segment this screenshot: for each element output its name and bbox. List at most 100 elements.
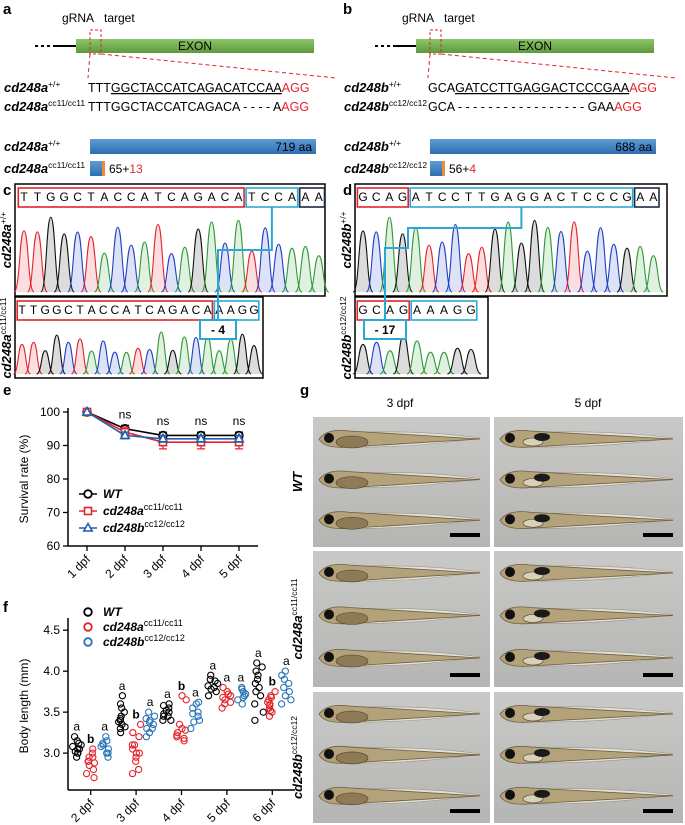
data-point [258, 663, 266, 671]
base-letter: G [358, 190, 367, 204]
data-point [207, 671, 215, 679]
base-letter: C [372, 190, 381, 204]
data-point [75, 745, 84, 753]
base-letter: G [453, 303, 462, 317]
base-letter: A [141, 190, 149, 204]
swim-bladder [534, 652, 550, 660]
base-letter: A [180, 303, 188, 317]
data-point [142, 715, 150, 723]
deletion-label: - 17 [375, 323, 396, 337]
significance-letter: a [192, 685, 199, 699]
base-letter: G [249, 303, 258, 317]
base-letter: A [157, 303, 165, 317]
data-point [136, 720, 145, 729]
base-letter: A [426, 303, 434, 317]
legend-marker [83, 489, 93, 499]
sequence-pam: AGG [614, 100, 642, 114]
trace-peak [392, 233, 414, 293]
y-tick-label: 3.5 [43, 705, 60, 719]
protein-extra: 4 [469, 162, 476, 176]
data-point [253, 659, 261, 667]
significance-letter: a [283, 654, 290, 668]
larva-eye [324, 433, 334, 443]
larva [499, 745, 674, 764]
sequence-target: GGCTACCATCAGACATCCAA [111, 81, 283, 95]
data-point [134, 765, 143, 774]
gene-superscript: +/+ [0, 212, 8, 224]
sequence: TTTGGCTACCATCAGACA - - - - AAGG [88, 100, 309, 114]
gene-superscript: +/+ [338, 211, 348, 223]
legend-label: WT [103, 487, 123, 501]
significance-letter: b [178, 679, 185, 693]
sequence-prefix: TTTGGCTACCATCAGACA - - - - A [88, 100, 282, 114]
data-point [117, 728, 125, 737]
larva [499, 648, 674, 667]
trace-peak [107, 226, 129, 293]
data-point [164, 712, 172, 720]
base-letter: C [274, 190, 283, 204]
exon [416, 39, 654, 53]
base-letter: G [194, 190, 203, 204]
legend-label: cd248acc11/cc11 [103, 502, 183, 518]
data-point [207, 685, 215, 693]
gene-label: cd248bcc12/cc12 [344, 98, 427, 114]
frameshift [102, 161, 105, 176]
significance-letter: b [269, 675, 276, 689]
trace-peak [70, 338, 90, 375]
sequence-prefix: GCA - - - - - - - - - - - - - - - - - GA… [428, 100, 615, 114]
legend-name: cd248a [103, 504, 144, 518]
x-tick-label: 3 dpf [113, 796, 142, 825]
gene-superscript: +/+ [48, 138, 60, 148]
data-point [266, 701, 274, 710]
larva-yolk [335, 654, 369, 668]
protein-kept: 56+ [449, 162, 469, 176]
larva-eye [505, 652, 515, 662]
base-letter: A [301, 190, 309, 204]
trace-peak [603, 243, 625, 293]
larva-eye [324, 748, 334, 759]
data-point [132, 753, 140, 761]
sequence-pam: AGG [282, 81, 310, 95]
larva-eye [505, 609, 515, 620]
column-header: 5 dpf [575, 396, 602, 410]
data-point [99, 739, 107, 747]
base-letter: A [413, 303, 421, 317]
data-point [128, 745, 137, 753]
protein-length: 688 aa [615, 140, 652, 154]
swim-bladder [534, 433, 550, 441]
trace-peak [160, 253, 182, 293]
segment-box [16, 300, 214, 321]
data-point [128, 741, 137, 749]
base-letter: C [438, 190, 447, 204]
data-point [224, 690, 232, 698]
x-tick-label: 5 dpf [216, 552, 245, 581]
larva-eye [324, 652, 334, 662]
base-letter: G [530, 190, 539, 204]
data-point [132, 757, 140, 765]
target-label: target [104, 11, 135, 25]
y-tick-label: 3.0 [43, 746, 60, 760]
significance-letter: a [255, 646, 262, 660]
gene-label: WT [290, 471, 305, 492]
trace-peak [563, 221, 585, 293]
data-point [121, 723, 129, 731]
trace-peak [47, 334, 67, 375]
larva [318, 704, 481, 724]
swim-bladder [534, 473, 550, 482]
data-point [182, 696, 190, 704]
deletion-label: - 4 [211, 323, 225, 337]
trace-peak [444, 223, 466, 293]
data-point [226, 698, 235, 706]
larva-eye [324, 514, 334, 525]
data-point [160, 712, 168, 720]
gene-name: cd248b [344, 80, 389, 95]
gene-label: cd248acc11/cc11 [4, 160, 85, 176]
gene-label: cd248acc11/cc11 [289, 578, 305, 659]
trace-peak [308, 255, 330, 293]
panel-label: g [300, 382, 309, 399]
y-axis-label: Survival rate (%) [17, 435, 31, 524]
data-point [256, 692, 265, 700]
frameshift [442, 161, 445, 176]
base-letter: A [504, 190, 512, 204]
